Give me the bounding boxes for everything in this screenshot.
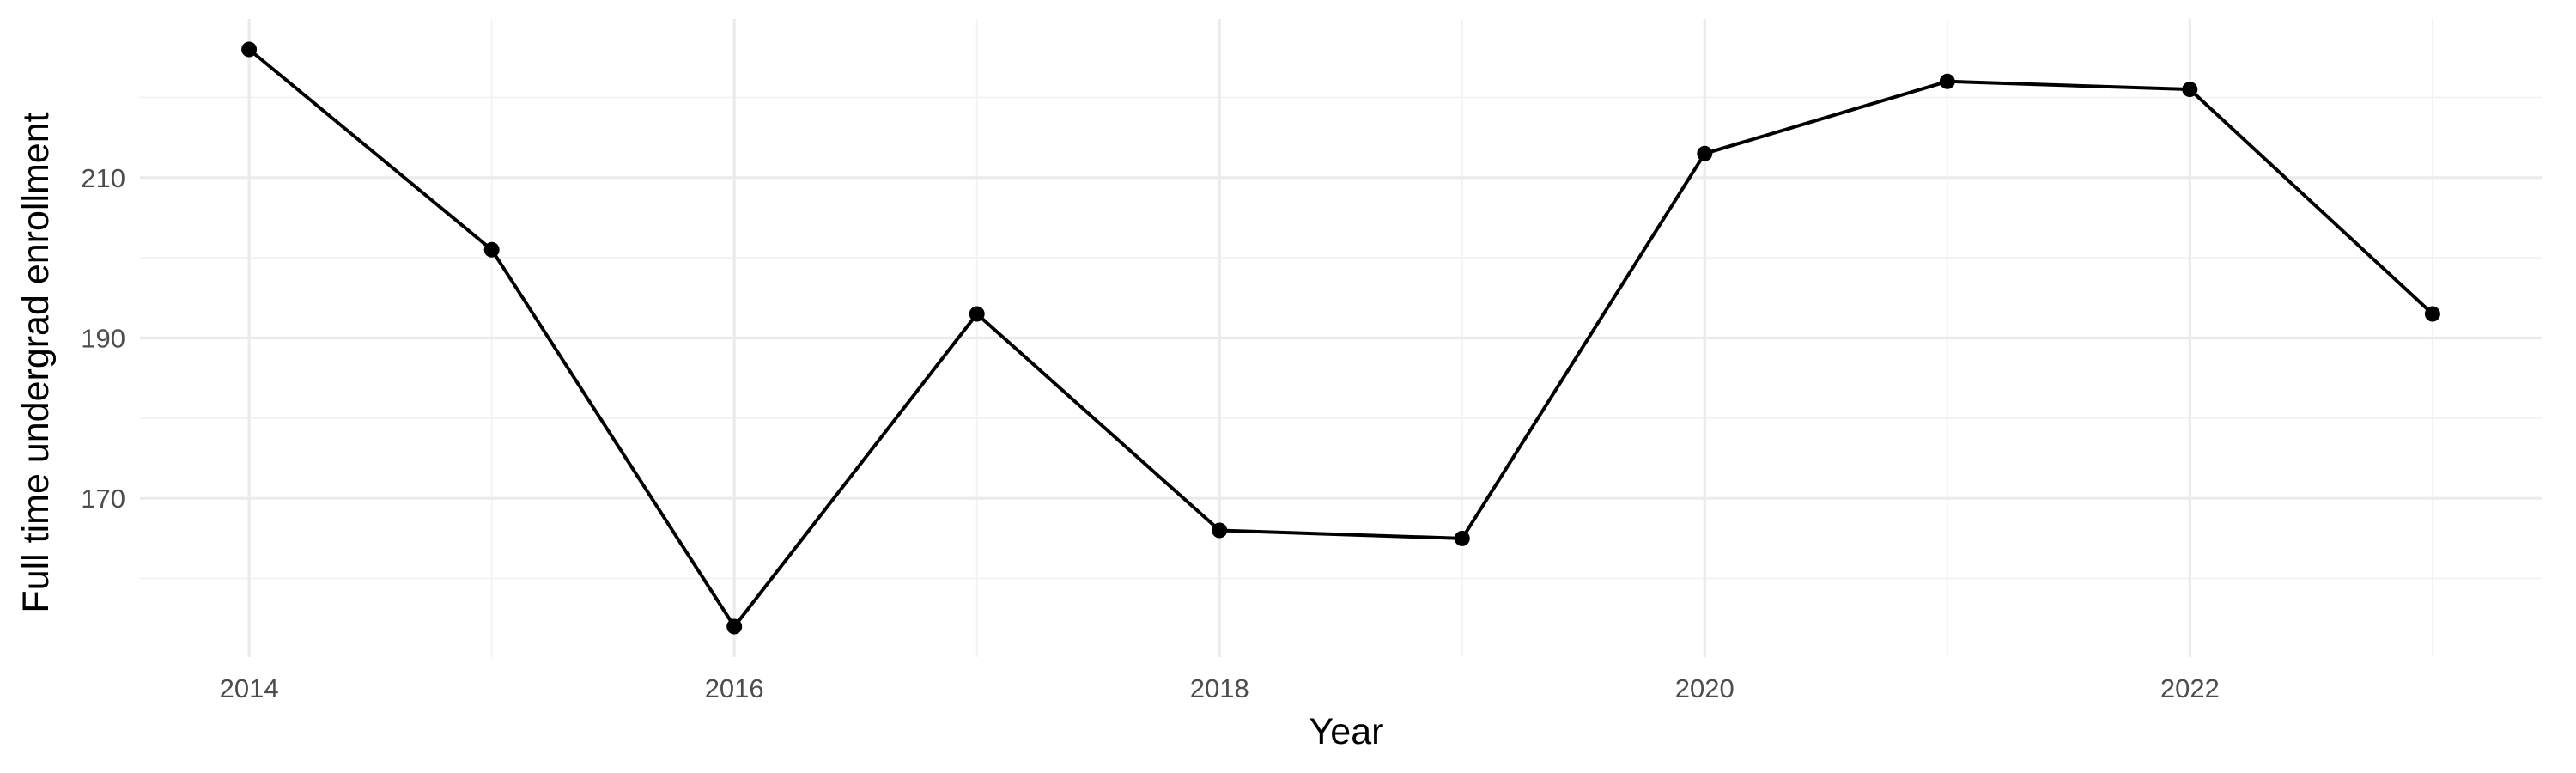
series-line: [247, 47, 2434, 629]
x-tick-label: 2020: [1675, 673, 1735, 703]
data-point-2019: [1454, 530, 1470, 546]
data-points: [241, 41, 2440, 635]
data-point-2016: [726, 618, 743, 635]
data-point-2021: [1939, 73, 1955, 89]
x-tick-label: 2022: [2160, 673, 2220, 703]
data-point-2022: [2182, 82, 2198, 98]
data-point-2020: [1697, 145, 1713, 161]
y-axis-title: Full time undergrad enrollment: [15, 112, 57, 612]
x-tick-labels: 2014 2016 2018 2020 2022: [220, 673, 2220, 703]
data-point-2014: [241, 41, 258, 58]
y-tick-label: 190: [81, 324, 125, 354]
x-tick-label: 2018: [1190, 673, 1249, 703]
y-tick-label: 210: [81, 163, 125, 193]
data-point-2018: [1212, 522, 1228, 539]
x-tick-label: 2014: [220, 673, 279, 703]
data-point-2017: [969, 306, 985, 322]
x-axis-title: Year: [1309, 711, 1384, 752]
y-tick-labels: 170 190 210: [81, 163, 125, 514]
data-point-2023: [2424, 306, 2440, 322]
y-tick-label: 170: [81, 484, 125, 514]
x-tick-label: 2016: [705, 673, 764, 703]
data-point-2015: [483, 241, 500, 258]
grid: [140, 19, 2542, 657]
